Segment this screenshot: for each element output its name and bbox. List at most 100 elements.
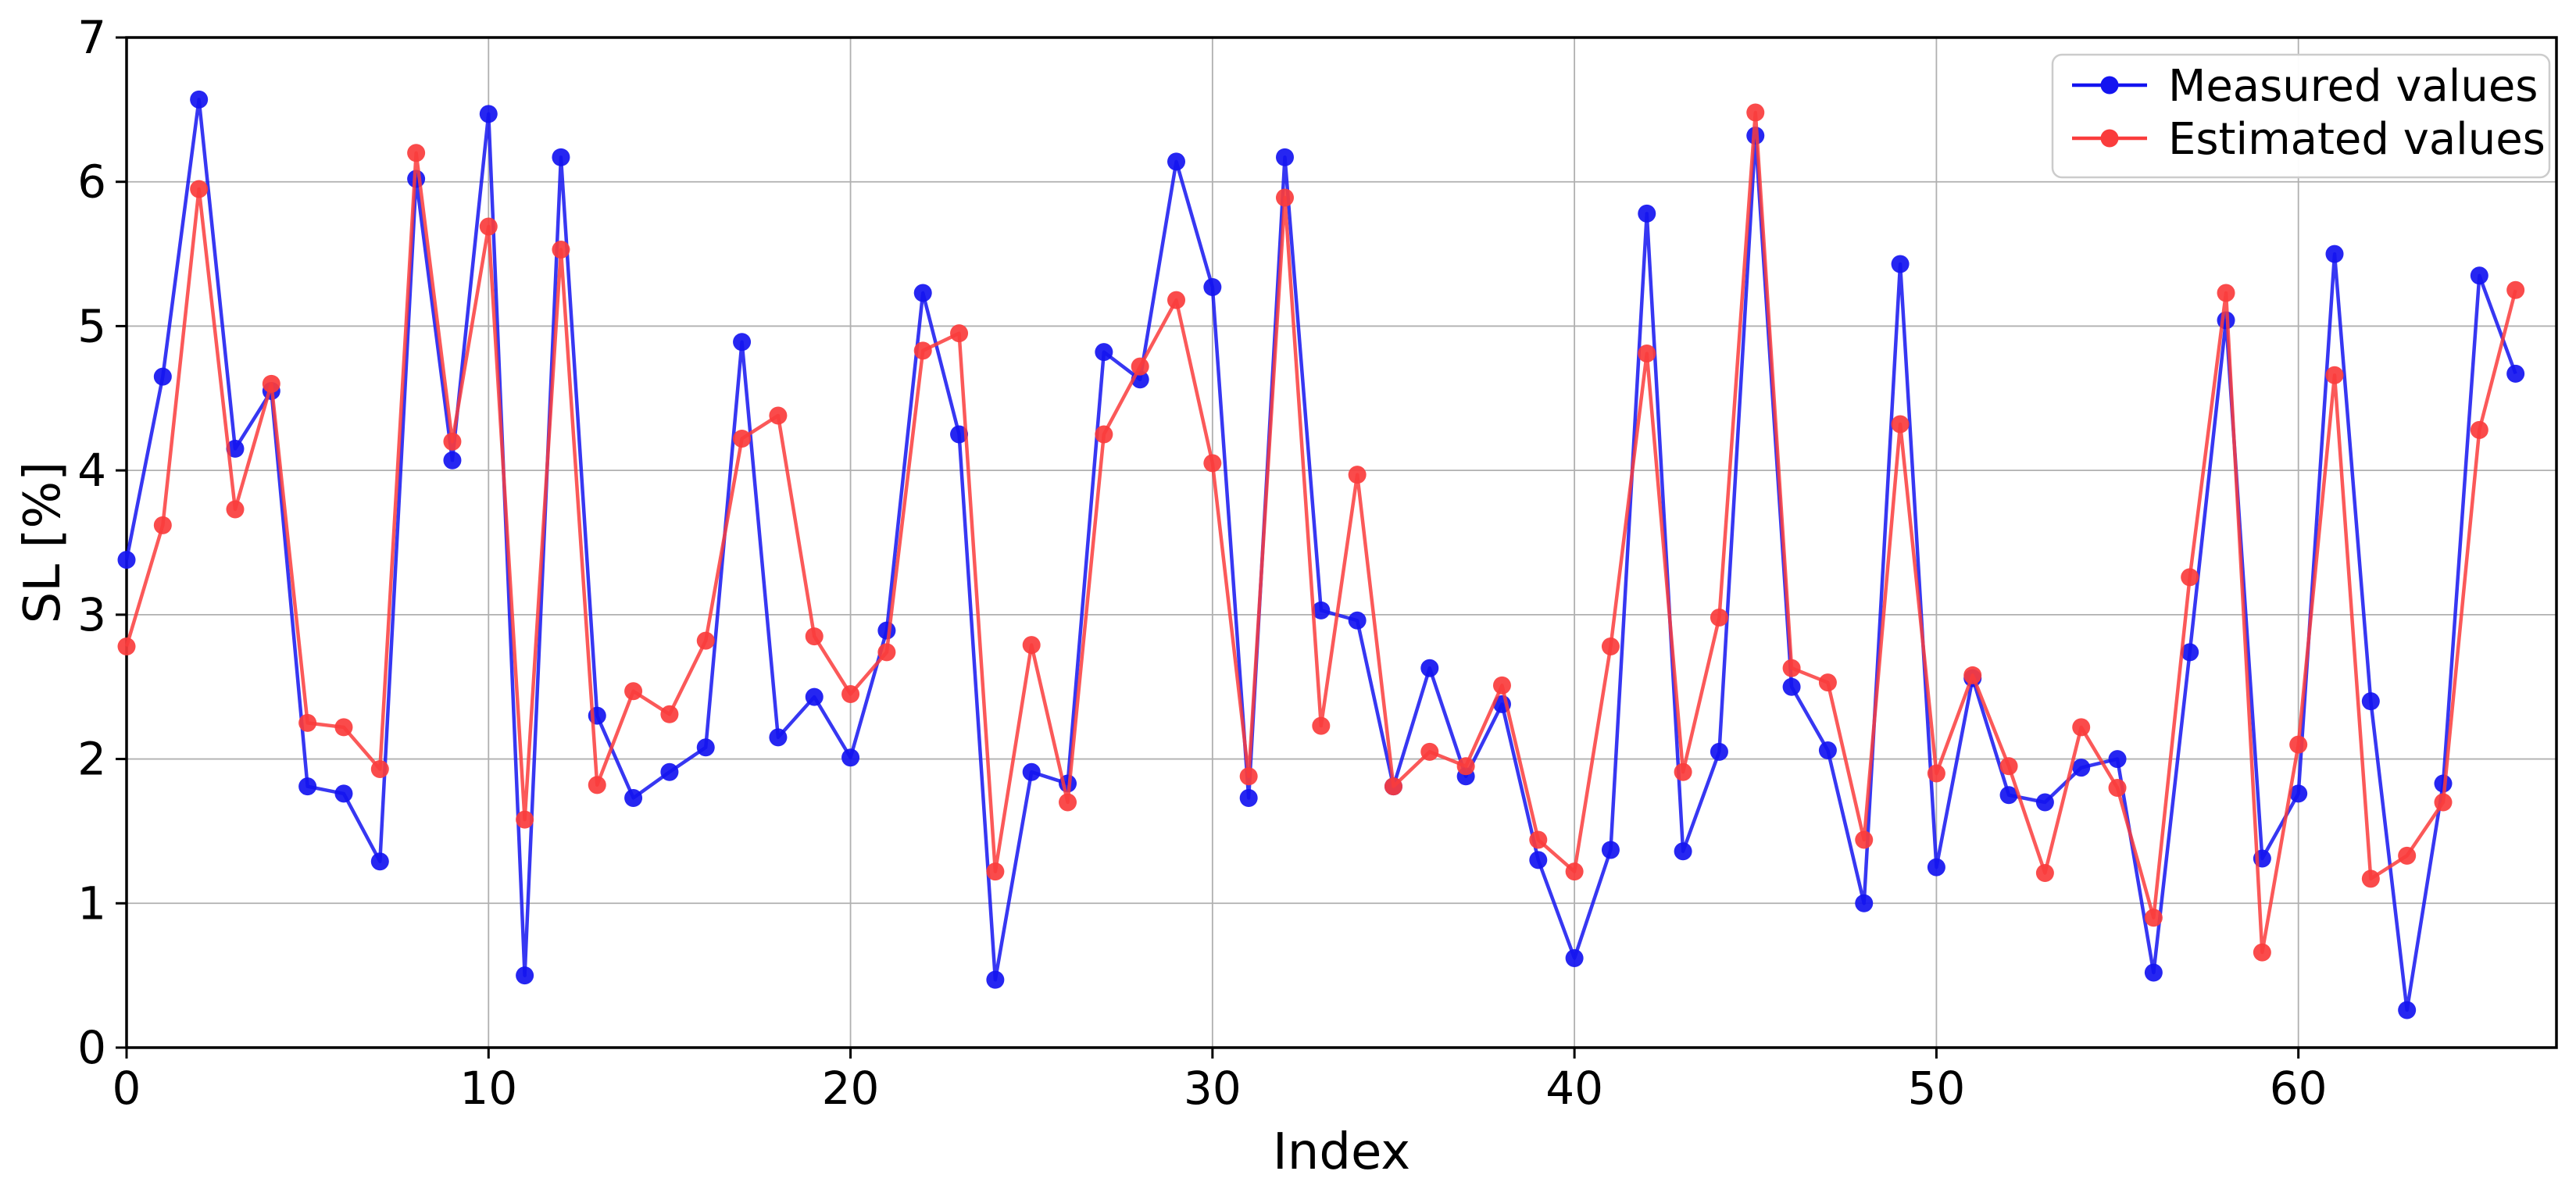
data-point-measured	[1638, 204, 1656, 223]
x-tick-label: 0	[113, 1062, 141, 1115]
data-point-estimated	[1855, 830, 1874, 849]
data-point-measured	[516, 966, 534, 985]
data-point-measured	[1348, 611, 1367, 630]
data-point-estimated	[1891, 415, 1910, 434]
data-point-measured	[2325, 245, 2344, 263]
data-point-estimated	[1203, 454, 1222, 473]
data-point-measured	[1239, 788, 1258, 807]
legend-marker-measured	[2100, 76, 2119, 95]
x-tick-label: 50	[1907, 1062, 1965, 1115]
data-point-measured	[1999, 786, 2018, 805]
data-point-measured	[1855, 894, 1874, 912]
data-point-estimated	[2144, 909, 2163, 927]
data-point-estimated	[1095, 425, 1113, 444]
data-point-estimated	[2434, 793, 2453, 812]
data-point-measured	[1095, 343, 1113, 362]
data-point-estimated	[1022, 636, 1041, 655]
y-tick-label: 7	[77, 11, 106, 64]
data-point-estimated	[552, 241, 570, 259]
data-point-measured	[986, 970, 1005, 989]
data-point-measured	[443, 451, 462, 470]
data-point-measured	[190, 90, 209, 109]
data-point-measured	[1529, 851, 1548, 869]
x-tick-label: 60	[2270, 1062, 2328, 1115]
data-point-measured	[1203, 278, 1222, 297]
data-point-estimated	[407, 144, 426, 162]
data-point-measured	[2108, 750, 2127, 769]
data-point-measured	[2398, 1001, 2417, 1019]
data-point-measured	[660, 762, 679, 781]
data-point-measured	[2506, 364, 2525, 383]
data-point-estimated	[334, 718, 353, 737]
data-point-estimated	[479, 217, 498, 236]
x-tick-label: 10	[459, 1062, 517, 1115]
y-axis-label: SL [%]	[14, 462, 72, 623]
data-point-measured	[2289, 784, 2308, 803]
legend-label-estimated: Estimated values	[2168, 114, 2546, 165]
data-point-measured	[298, 777, 317, 796]
data-point-measured	[877, 621, 896, 640]
data-point-estimated	[1384, 777, 1402, 796]
data-point-measured	[2144, 963, 2163, 982]
data-point-estimated	[660, 705, 679, 723]
data-point-estimated	[2506, 280, 2525, 299]
data-point-measured	[1022, 762, 1041, 781]
data-point-measured	[841, 748, 860, 767]
data-point-estimated	[1782, 659, 1801, 677]
legend-label-measured: Measured values	[2168, 61, 2538, 112]
data-point-measured	[950, 425, 969, 444]
data-point-estimated	[2035, 863, 2054, 882]
data-point-estimated	[2072, 718, 2091, 737]
data-point-estimated	[1999, 757, 2018, 776]
data-point-estimated	[1638, 345, 1656, 363]
data-point-measured	[2361, 692, 2380, 711]
data-point-measured	[1420, 659, 1439, 677]
data-point-estimated	[841, 684, 860, 703]
data-point-measured	[153, 367, 172, 386]
data-point-estimated	[516, 810, 534, 829]
y-tick-label: 2	[77, 733, 106, 786]
data-point-measured	[805, 687, 824, 706]
data-point-estimated	[1674, 762, 1692, 781]
data-point-estimated	[1927, 764, 1945, 783]
data-point-measured	[624, 788, 643, 807]
data-point-measured	[1891, 255, 1910, 273]
data-point-estimated	[805, 627, 824, 646]
x-tick-label: 30	[1184, 1062, 1242, 1115]
data-point-estimated	[2217, 284, 2235, 302]
data-point-measured	[226, 439, 245, 458]
data-point-measured	[696, 738, 715, 757]
data-point-measured	[1275, 148, 1294, 166]
data-point-estimated	[733, 430, 752, 448]
data-point-estimated	[1601, 637, 1620, 655]
data-point-measured	[552, 148, 570, 166]
data-point-measured	[1818, 741, 1837, 759]
data-point-estimated	[190, 180, 209, 198]
data-point-estimated	[117, 637, 136, 655]
data-point-measured	[1167, 152, 1186, 171]
y-tick-label: 3	[77, 588, 106, 641]
data-point-estimated	[2253, 943, 2271, 962]
data-point-estimated	[1059, 793, 1077, 812]
data-point-measured	[2181, 643, 2199, 662]
data-point-estimated	[1167, 291, 1186, 309]
x-tick-label: 40	[1545, 1062, 1603, 1115]
data-point-measured	[913, 284, 932, 302]
data-point-estimated	[2470, 420, 2488, 439]
data-point-measured	[1601, 841, 1620, 859]
y-tick-label: 0	[77, 1021, 106, 1074]
data-point-estimated	[2361, 869, 2380, 888]
x-axis-label: Index	[1273, 1123, 1410, 1181]
data-point-estimated	[1312, 716, 1331, 735]
data-point-estimated	[1348, 466, 1367, 484]
data-point-estimated	[2181, 568, 2199, 587]
legend-marker-estimated	[2100, 129, 2119, 148]
x-tick-label: 20	[822, 1062, 880, 1115]
data-point-estimated	[986, 862, 1005, 881]
data-point-measured	[334, 784, 353, 803]
data-point-measured	[769, 728, 788, 747]
data-point-estimated	[913, 341, 932, 360]
data-point-estimated	[696, 631, 715, 650]
data-point-estimated	[877, 643, 896, 662]
data-point-estimated	[624, 682, 643, 701]
